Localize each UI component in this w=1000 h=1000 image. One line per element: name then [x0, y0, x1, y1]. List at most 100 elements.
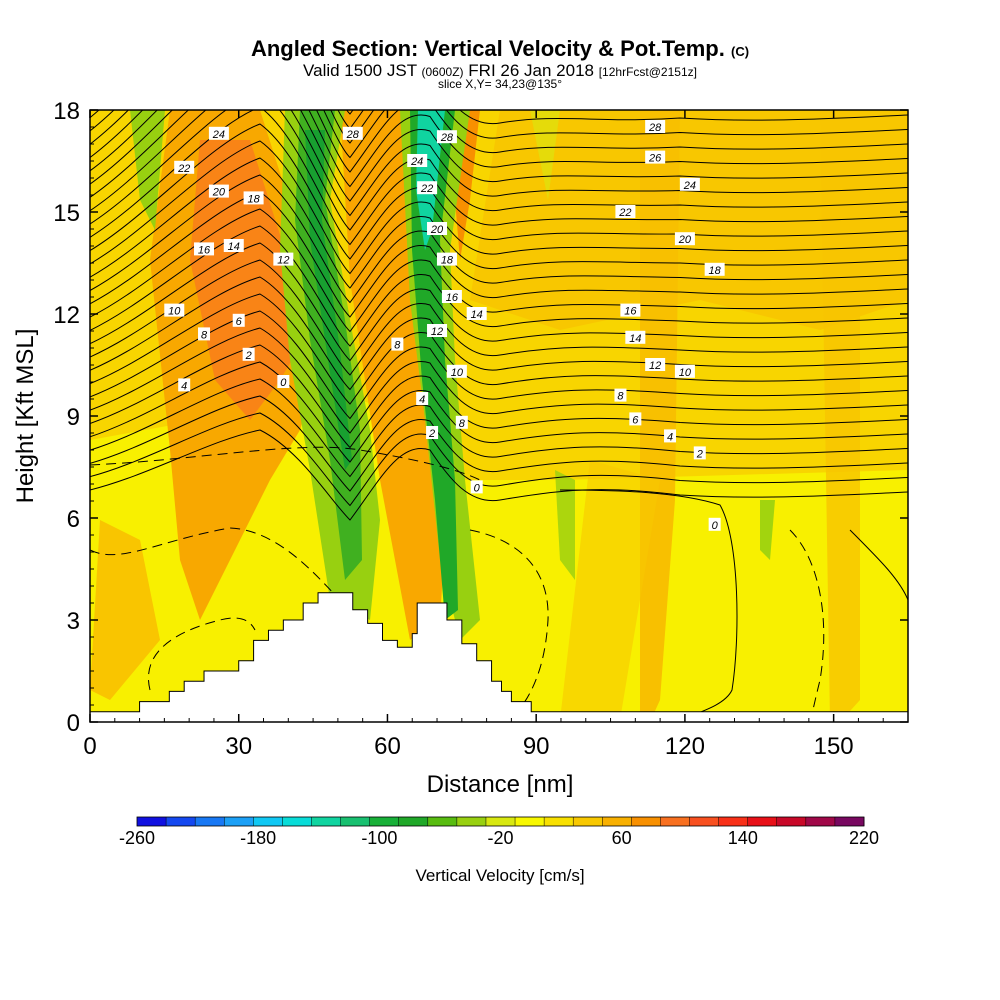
isentrope-label-bg: [277, 375, 290, 388]
isentrope-label-bg: [407, 154, 428, 167]
isentrope-label-bg: [674, 364, 695, 378]
isentrope-line: [90, 110, 908, 188]
zero-contour: [559, 489, 738, 721]
isentrope-label: 2: [245, 350, 252, 362]
isentrope-line: [90, 110, 354, 118]
isentrope-label-bg: [645, 120, 666, 133]
isentrope-label: 20: [678, 234, 692, 246]
isentrope-line: [90, 110, 908, 231]
x-tick-label: 60: [374, 733, 401, 760]
isentrope-line: [90, 225, 908, 347]
isentrope-label: 14: [228, 241, 240, 253]
colorbar-swatch: [805, 817, 836, 826]
colorbar-swatch: [166, 817, 196, 826]
colorbar-swatch: [515, 817, 545, 826]
isentrope-label: 8: [394, 340, 401, 352]
isentrope-label-bg: [426, 426, 439, 439]
isentrope-label: 4: [667, 431, 673, 443]
isentrope-label-bg: [441, 290, 462, 303]
isentrope-label-bg: [417, 181, 438, 195]
dashed-contour: [90, 446, 481, 481]
isentrope-line: [90, 276, 908, 391]
isentrope-line: [90, 208, 908, 333]
isentrope-label-bg: [436, 252, 457, 266]
isentrope-label: 24: [683, 180, 696, 192]
colorbar-swatch: [573, 817, 603, 826]
isentrope-label: 18: [441, 255, 454, 267]
colorbar-tick-label: -100: [361, 828, 397, 848]
x-tick-label: 150: [814, 733, 854, 760]
isentrope-label-bg: [273, 252, 294, 266]
isentrope-label-bg: [436, 130, 457, 144]
isentrope-line: [90, 378, 908, 478]
isentrope-line: [90, 327, 908, 434]
colorbar-swatch: [485, 817, 516, 826]
downdraft-small-center: [555, 470, 575, 580]
isentrope-label: 2: [696, 448, 703, 460]
colorbar-swatch: [369, 817, 400, 826]
x-tick-label: 30: [225, 733, 252, 760]
updraft-lowcenter: [560, 460, 660, 720]
colorbar-tick-label: -180: [240, 828, 276, 848]
isentrope-label-bg: [615, 205, 636, 218]
isentrope-label-bg: [232, 313, 245, 327]
isentrope-label-bg: [427, 324, 448, 337]
isentrope-label-bg: [614, 388, 627, 402]
isentrope-label-bg: [708, 517, 721, 531]
isentrope-label-bg: [455, 415, 468, 429]
x-tick-label: 90: [523, 733, 550, 760]
colorbar-swatch: [660, 817, 691, 826]
colorbar-swatch: [631, 817, 661, 826]
isentrope-label-bg: [427, 222, 448, 235]
colorbar-swatch: [398, 817, 429, 826]
isentrope-label-bg: [674, 232, 695, 246]
x-axis: 0 30 60 90 120 150: [83, 110, 884, 760]
chart-subtitle: Valid 1500 JST (0600Z) FRI 26 Jan 2018 […: [303, 61, 697, 80]
isentrope-label-bg: [178, 378, 191, 392]
isentrope-label-bg: [223, 239, 244, 252]
isentrope-label-bg: [470, 480, 483, 494]
x-axis-label: Distance [nm]: [427, 771, 574, 798]
colorbar-tick-label: 140: [728, 828, 758, 848]
y-tick-label: 0: [67, 710, 80, 737]
y-axis-label: Height [Kft MSL]: [12, 329, 39, 504]
isentrope-label: 8: [201, 329, 208, 341]
isentrope-label: 20: [430, 224, 444, 236]
isentrope-line: [90, 259, 908, 376]
slice-info: slice X,Y= 34,23@135°: [437, 77, 563, 91]
y-tick-label: 9: [67, 404, 80, 431]
isentrope-label-bg: [416, 392, 429, 405]
isentrope-label: 22: [177, 163, 190, 175]
isentrope-label: 18: [247, 193, 260, 205]
isentrope-label: 18: [709, 265, 722, 277]
colorbar-swatch: [282, 817, 312, 826]
colorbar-swatch: [602, 817, 632, 826]
zero-contour: [849, 529, 908, 601]
isentrope-label: 28: [440, 132, 454, 144]
dashed-contours: [90, 446, 825, 722]
colorbar-swatch: [427, 817, 458, 826]
colorbar-swatch: [137, 817, 167, 826]
isentrope-line: [90, 110, 908, 159]
isentrope-line: [90, 110, 908, 145]
colorbar-ticks: -260 -180 -100 -20 60 140 220: [119, 828, 879, 848]
dashed-contour: [469, 529, 549, 721]
isentrope-line: [90, 0, 908, 104]
isentrope-label: 24: [410, 156, 423, 168]
dashed-contour: [789, 529, 825, 722]
isentrope-label: 28: [648, 122, 662, 134]
downdraft-small-east: [760, 500, 775, 560]
isentrope-label-bg: [664, 429, 677, 443]
colorbar-swatch: [544, 817, 574, 826]
isentrope-line: [90, 395, 908, 492]
isentrope-label-bg: [208, 184, 229, 198]
updraft-band-lowwest: [90, 520, 160, 700]
isentrope-label: 8: [459, 418, 466, 430]
isentrope-line: [90, 110, 908, 202]
colorbar-swatch: [747, 817, 778, 826]
x-tick-label: 0: [83, 733, 96, 760]
isentrope-label-bg: [466, 307, 487, 320]
dashed-contour: [148, 617, 256, 691]
isentrope-line: [90, 110, 908, 173]
